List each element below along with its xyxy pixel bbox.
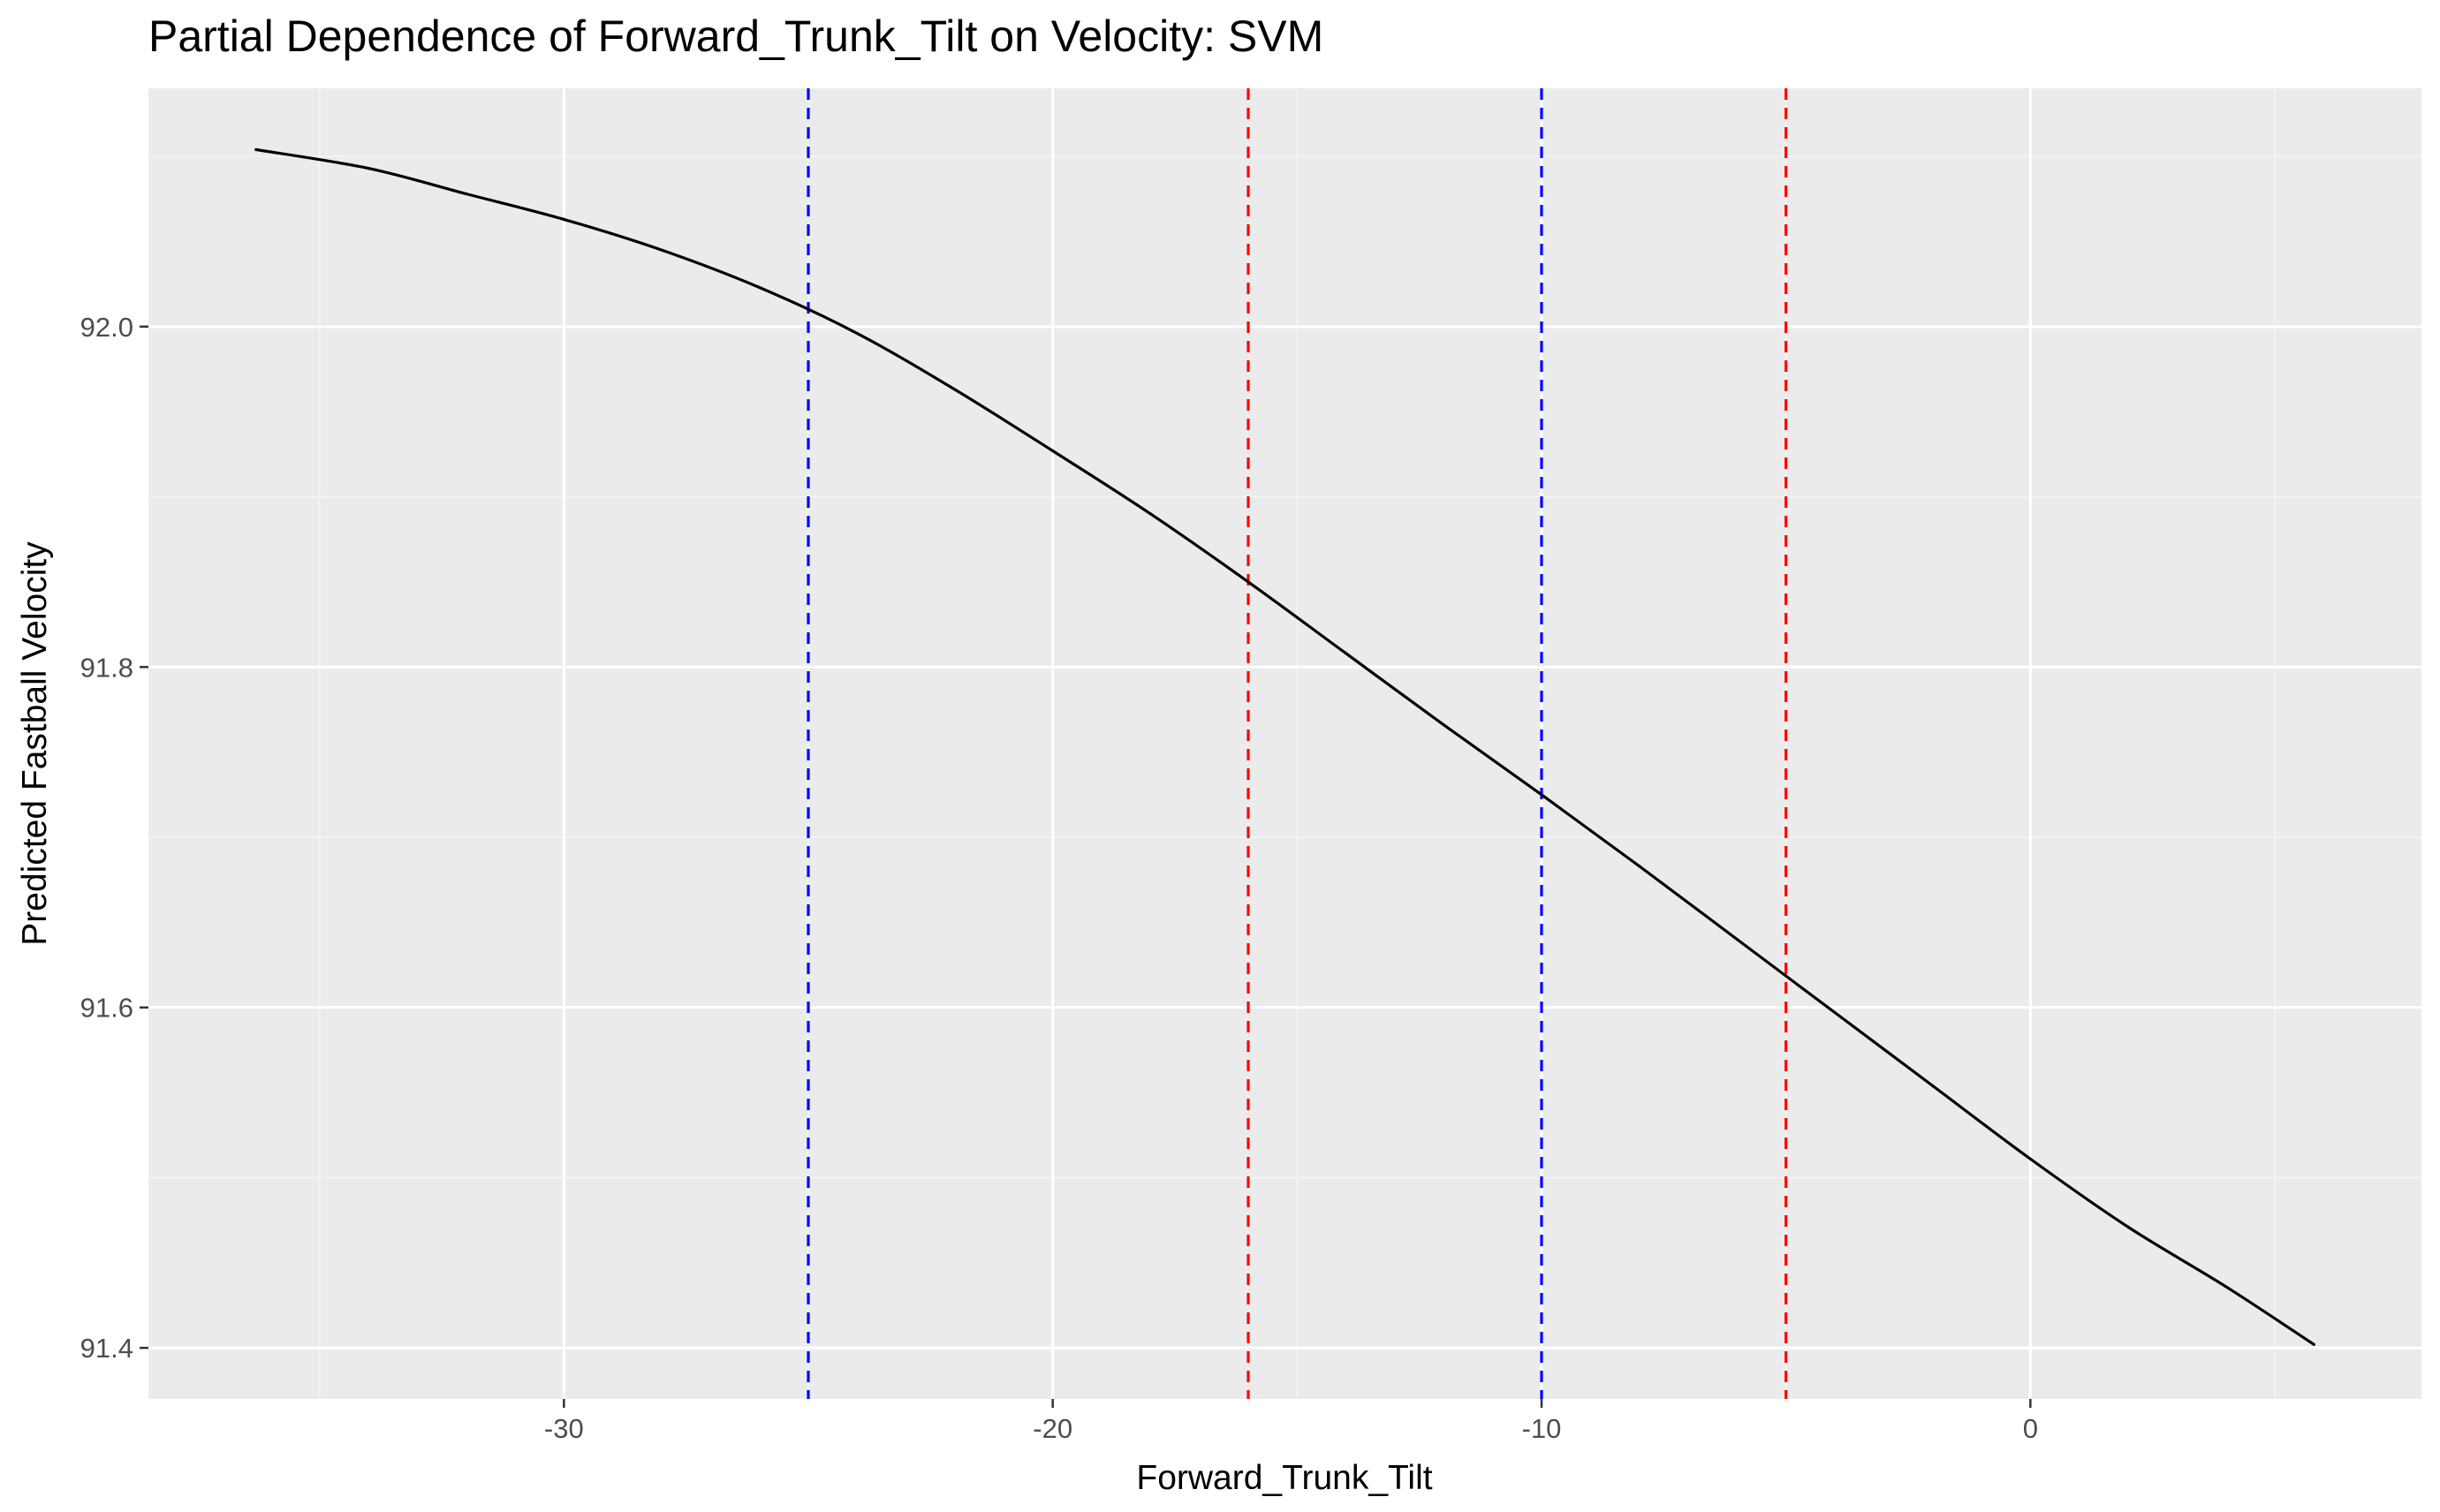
plot-panel — [148, 88, 2421, 1399]
data-point — [1638, 865, 1641, 868]
data-point — [367, 166, 370, 170]
x-tick-label: 0 — [2023, 1413, 2038, 1444]
data-point — [1442, 723, 1445, 727]
y-tick-label: 91.8 — [80, 652, 133, 683]
y-tick-label: 91.4 — [80, 1333, 133, 1364]
y-tick-label: 91.6 — [80, 993, 133, 1024]
data-point — [1931, 1084, 1935, 1087]
data-point — [562, 217, 565, 221]
series-group — [254, 147, 2315, 1346]
data-point — [855, 331, 859, 336]
data-point — [1833, 1010, 1837, 1015]
data-point — [1735, 938, 1739, 941]
x-axis-title: Forward_Trunk_Tilt — [1136, 1459, 1432, 1497]
y-axis-title: Predicted Fastball Velocity — [16, 541, 54, 946]
data-point — [1247, 580, 1250, 584]
data-point — [1345, 652, 1348, 655]
data-point — [2028, 1157, 2032, 1160]
data-point — [254, 147, 258, 151]
x-tick-label: -30 — [544, 1413, 584, 1444]
data-point — [758, 285, 762, 290]
x-tick-label: -20 — [1033, 1413, 1072, 1444]
data-point — [2126, 1225, 2130, 1228]
data-point — [2224, 1285, 2228, 1289]
series-line — [255, 147, 2315, 1346]
data-point — [953, 388, 957, 391]
data-point — [660, 248, 663, 252]
data-point — [2312, 1342, 2315, 1346]
data-point — [1051, 449, 1055, 453]
x-tick-label: -10 — [1522, 1413, 1562, 1444]
y-axis: 91.4 91.6 91.8 92.0 — [80, 312, 148, 1364]
x-axis: -30 -20 -10 0 — [544, 1399, 2038, 1444]
chart-title: Partial Dependence of Forward_Trunk_Tilt… — [148, 11, 1323, 61]
reference-lines — [807, 88, 1788, 1399]
data-point — [1540, 793, 1543, 797]
data-point — [1148, 512, 1152, 516]
data-point — [465, 192, 468, 196]
y-tick-label: 92.0 — [80, 312, 133, 343]
